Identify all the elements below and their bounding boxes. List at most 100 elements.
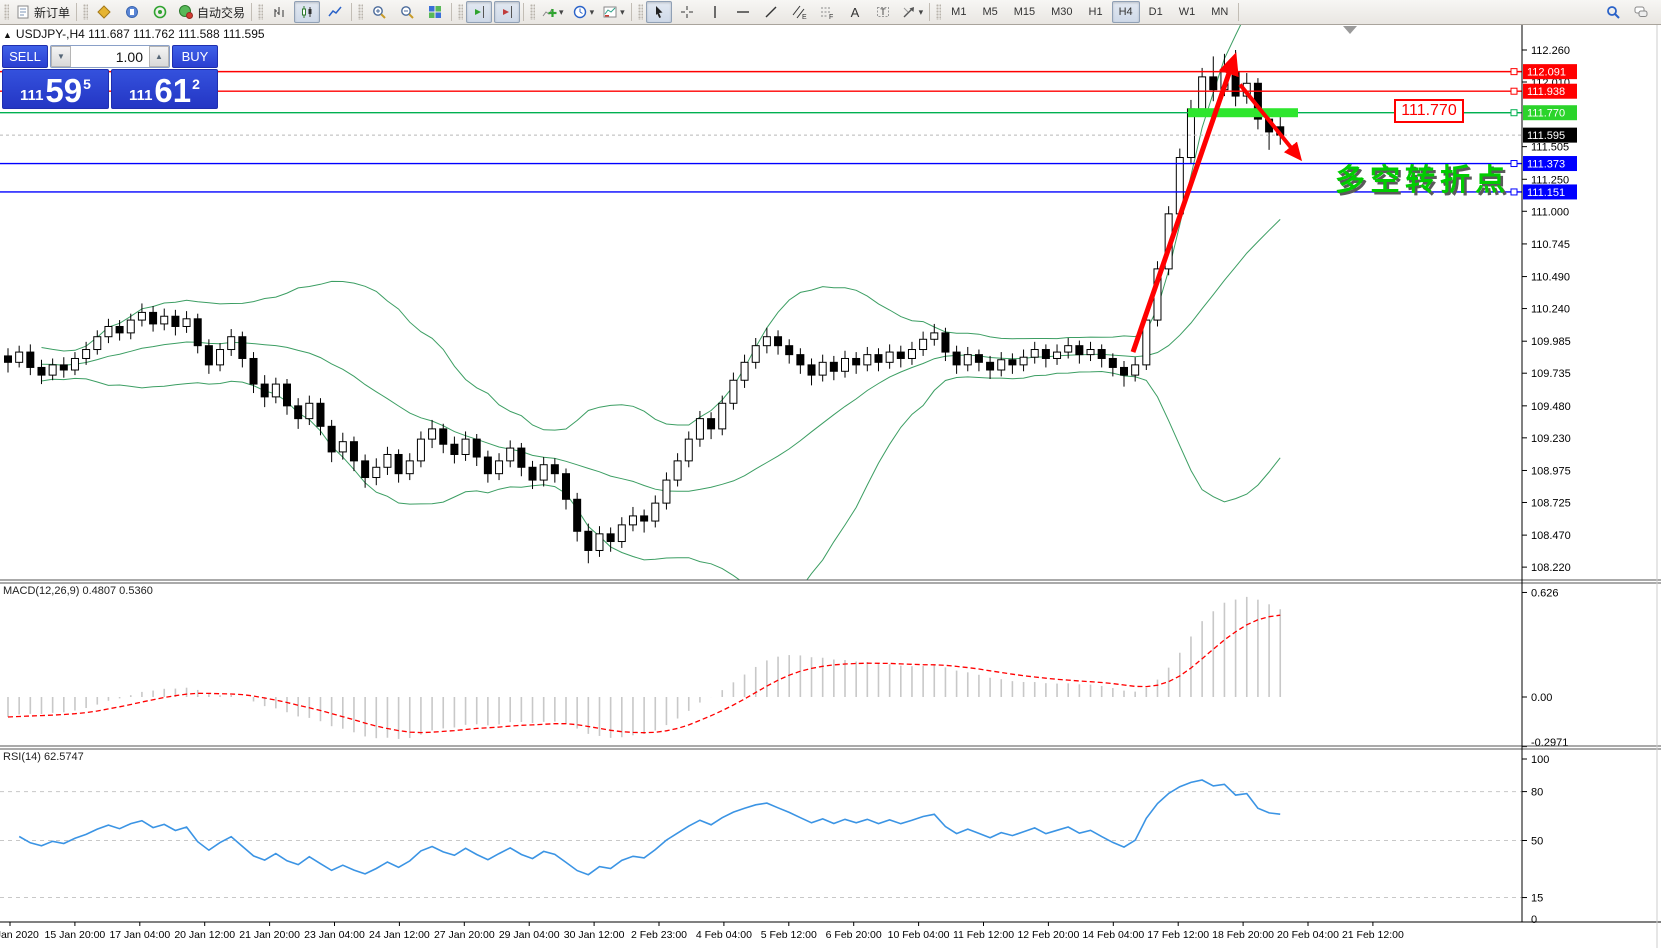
candlestick-chart-button[interactable]: [294, 1, 321, 23]
zoom-out-button[interactable]: [394, 1, 420, 23]
toolbar-grip[interactable]: [530, 4, 536, 20]
buy-button[interactable]: BUY: [172, 45, 218, 68]
toolbar-separator: [351, 3, 353, 21]
timeframe-m5-button[interactable]: M5: [975, 1, 1004, 23]
price-tag-annotation[interactable]: 111.770: [1394, 99, 1464, 123]
indicators-button[interactable]: ▾: [538, 1, 567, 23]
chat-icon: [1633, 4, 1649, 20]
new-order-button[interactable]: 新订单: [12, 1, 73, 23]
cursor-button[interactable]: [645, 1, 672, 23]
dropdown-arrow-icon[interactable]: ▾: [559, 6, 564, 17]
candle: [204, 345, 213, 366]
timeframe-m15-button[interactable]: M15: [1007, 1, 1042, 23]
chat-button[interactable]: [1628, 1, 1654, 23]
candle: [628, 515, 637, 526]
main-pane[interactable]: [0, 0, 1522, 600]
sell-price[interactable]: 111 59 5: [2, 69, 109, 109]
timeframe-m30-button[interactable]: M30: [1044, 1, 1079, 23]
tile-windows-button[interactable]: [422, 1, 448, 23]
candle: [26, 351, 35, 368]
candle: [1064, 345, 1073, 353]
horizontal-line-button[interactable]: [730, 1, 756, 23]
candle: [952, 351, 961, 366]
svg-text:A: A: [850, 5, 859, 20]
arrows-button[interactable]: ▾: [898, 1, 927, 23]
candle: [550, 464, 559, 475]
toolbar-grip[interactable]: [258, 4, 264, 20]
toolbar-grip[interactable]: [83, 4, 89, 20]
timeframe-m15-label: M15: [1013, 6, 1036, 18]
signals-button[interactable]: [147, 1, 173, 23]
macd-pane[interactable]: [7, 596, 1282, 739]
toolbar-grip[interactable]: [458, 4, 464, 20]
toolbar-grip[interactable]: [358, 4, 364, 20]
dropdown-arrow-icon[interactable]: ▾: [620, 6, 625, 17]
vertical-line-icon: [707, 4, 723, 20]
vertical-line-button[interactable]: [702, 1, 728, 23]
svg-text:27 Jan 20:00: 27 Jan 20:00: [434, 929, 495, 941]
candle: [829, 361, 838, 372]
timeframe-w1-button[interactable]: W1: [1172, 1, 1203, 23]
fibonacci-button[interactable]: F: [814, 1, 840, 23]
periods-button[interactable]: ▾: [569, 1, 598, 23]
timeframe-d1-button[interactable]: D1: [1142, 1, 1170, 23]
label-button[interactable]: T: [870, 1, 896, 23]
buy-price[interactable]: 111 61 2: [111, 69, 218, 109]
templates-button[interactable]: ▾: [599, 1, 628, 23]
zoom-in-button[interactable]: [366, 1, 392, 23]
timeframe-m1-button[interactable]: M1: [944, 1, 973, 23]
down-arrow-annotation[interactable]: [1238, 83, 1303, 162]
timeframe-h4-button[interactable]: H4: [1111, 1, 1140, 23]
toolbar-separator: [76, 3, 78, 21]
turning-point-annotation[interactable]: 多空转折点: [1335, 163, 1510, 198]
volume-stepper: ▼ 1.00 ▲: [50, 45, 170, 68]
crosshair-button[interactable]: [674, 1, 700, 23]
autotrading-label: 自动交易: [197, 5, 246, 20]
symbol-ohlc-text: USDJPY-,H4 111.687 111.762 111.588 111.5…: [15, 27, 265, 41]
bar-chart-icon: [271, 4, 287, 20]
buy-price-sup: 2: [192, 76, 200, 92]
candle: [796, 354, 805, 366]
equidistant-channel-button[interactable]: E: [786, 1, 812, 23]
symbol-header[interactable]: ▲ USDJPY-,H4 111.687 111.762 111.588 111.…: [3, 27, 265, 41]
candle: [539, 464, 548, 481]
search-button[interactable]: [1600, 1, 1626, 23]
metaeditor-button[interactable]: [91, 1, 117, 23]
toolbar-grip[interactable]: [4, 4, 9, 20]
autotrading-button[interactable]: 自动交易: [175, 1, 248, 23]
candle: [1120, 366, 1128, 376]
dropdown-arrow-icon[interactable]: ▾: [918, 6, 924, 17]
toolbar-grip[interactable]: [637, 4, 643, 20]
fibonacci-icon: F: [819, 4, 835, 20]
bar-chart-button[interactable]: [266, 1, 292, 23]
chart-shift-button[interactable]: [494, 1, 521, 23]
price-axis[interactable]: 112.260112.010111.505111.250111.000110.7…: [1510, 45, 1577, 926]
timeframe-h1-button[interactable]: H1: [1082, 1, 1110, 23]
candle: [1097, 349, 1106, 359]
volume-decrease-button[interactable]: ▼: [51, 46, 71, 67]
candle: [171, 315, 180, 327]
sell-button[interactable]: SELL: [2, 45, 48, 68]
one-click-panel-toggle-icon[interactable]: ▲: [3, 30, 12, 40]
timeframe-mn-button[interactable]: MN: [1204, 1, 1235, 23]
rsi-pane[interactable]: [0, 779, 1522, 899]
trendline-button[interactable]: [758, 1, 784, 23]
news-button[interactable]: [119, 1, 145, 23]
text-button[interactable]: A: [842, 1, 868, 23]
up-arrow-annotation[interactable]: [1130, 52, 1239, 353]
cursor-icon: [651, 4, 667, 20]
support-bar-annotation[interactable]: [1188, 108, 1298, 118]
auto-scroll-button[interactable]: [466, 1, 493, 23]
line-chart-button[interactable]: [322, 1, 348, 23]
chart-shift-marker-icon[interactable]: [1343, 26, 1357, 34]
volume-increase-button[interactable]: ▲: [149, 46, 169, 67]
volume-input[interactable]: 1.00: [115, 48, 143, 65]
candle: [93, 336, 102, 351]
svg-text:23 Jan 04:00: 23 Jan 04:00: [304, 929, 365, 941]
toolbar-grip[interactable]: [936, 4, 942, 20]
svg-text:111.000: 111.000: [1531, 206, 1569, 218]
dropdown-arrow-icon[interactable]: ▾: [589, 6, 595, 17]
candle: [673, 460, 682, 481]
